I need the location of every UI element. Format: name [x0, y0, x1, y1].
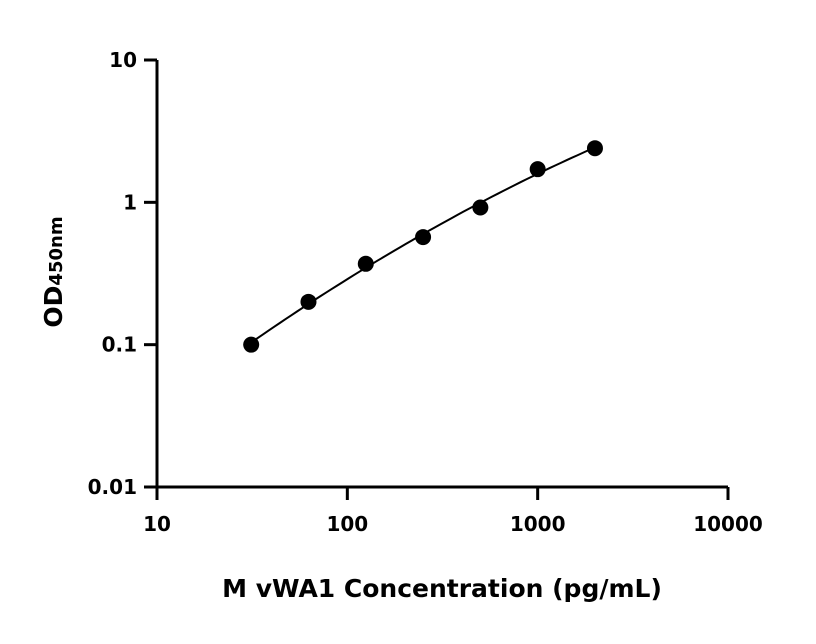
y-axis-label-main: OD: [39, 286, 68, 328]
y-tick-label: 0.1: [102, 333, 137, 357]
axes: 10 100 1000 10000 0.01 0.1 1 10: [88, 48, 763, 536]
x-tick-label: 10000: [693, 512, 763, 536]
x-tick-label: 1000: [510, 512, 566, 536]
y-tick-label: 10: [109, 48, 137, 72]
y-axis-label: OD450nm: [39, 216, 68, 327]
data-point: [586, 140, 603, 157]
data-point: [529, 161, 546, 178]
y-tick-label: 0.01: [88, 475, 137, 499]
x-axis-label: M vWA1 Concentration (pg/mL): [222, 574, 662, 603]
y-axis-label-sub: 450nm: [46, 216, 67, 285]
x-tick-label: 10: [143, 512, 171, 536]
data-point: [300, 293, 317, 310]
x-tick-label: 100: [326, 512, 368, 536]
data-point: [357, 255, 374, 272]
data-points: [243, 140, 603, 353]
data-point: [472, 199, 489, 216]
y-tick-label: 1: [123, 190, 137, 214]
data-point: [415, 229, 432, 246]
data-point: [243, 336, 260, 353]
